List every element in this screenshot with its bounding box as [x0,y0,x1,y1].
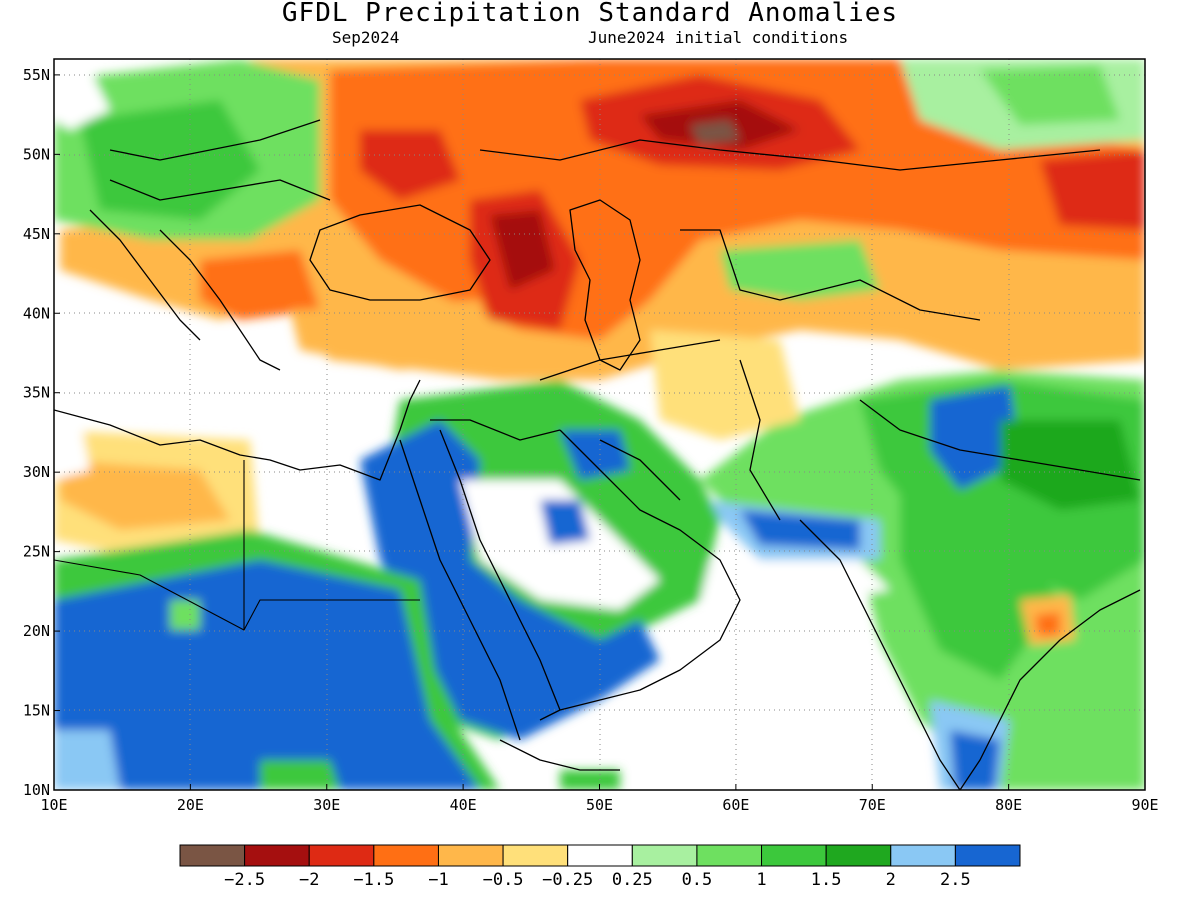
lon-tick-label: 60E [722,796,749,814]
colorbar-swatch [890,844,956,867]
lat-tick-label: 45N [23,225,50,243]
initial-conditions: June2024 initial conditions [588,28,849,47]
lat-tick-label: 10N [23,781,50,799]
colorbar-label: 2 [886,870,896,890]
colorbar-label: −0.5 [483,870,524,890]
forecast-month: Sep2024 [332,28,400,47]
colorbar-swatch [567,844,633,867]
colorbar-label: 0.25 [612,870,653,890]
colorbar-label: 0.5 [682,870,713,890]
lon-tick-label: 20E [177,796,204,814]
colorbar-label: −2.5 [224,870,265,890]
colorbar-swatch [761,844,827,867]
colorbar-labels: −2.5 −2 −1.5 −1 −0.5 −0.25 0.25 0.5 1 1.5 2 2.5 [224,870,971,890]
lat-tick-label: 40N [23,304,50,322]
colorbar-label: −0.25 [542,870,593,890]
colorbar-swatch [502,844,569,867]
colorbar-swatch [437,844,504,867]
colorbar-label: −1.5 [353,870,394,890]
colorbar-label: 1.5 [811,870,842,890]
lat-tick-label: 35N [23,384,50,402]
colorbar-swatch [308,844,375,867]
colorbar-swatch [825,844,892,867]
colorbar [179,844,1021,867]
lat-tick-label: 55N [23,66,50,84]
lon-tick-label: 10E [40,796,67,814]
lon-tick-label: 80E [995,796,1022,814]
anomaly-field [54,59,1145,790]
lat-tick-label: 15N [23,702,50,720]
colorbar-swatch [631,844,698,867]
lon-tick-label: 30E [313,796,340,814]
colorbar-swatch [373,844,439,867]
lon-tick-label: 50E [586,796,613,814]
lon-tick-label: 70E [859,796,886,814]
lat-tick-label: 25N [23,543,50,561]
lat-tick-label: 20N [23,622,50,640]
coastlines [54,119,1141,790]
colorbar-swatch [954,844,1021,867]
colorbar-swatch [244,844,310,867]
lon-tick-label: 40E [450,796,477,814]
lat-tick-label: 30N [23,463,50,481]
colorbar-swatch [179,844,246,867]
colorbar-label: −2 [299,870,319,890]
lon-tick-label: 90E [1131,796,1158,814]
graticule [54,59,1145,790]
colorbar-label: 1 [756,870,766,890]
colorbar-label: 2.5 [940,870,971,890]
map-title: GFDL Precipitation Standard Anomalies [281,0,899,28]
lat-tick-label: 50N [23,145,50,163]
colorbar-swatch [696,844,763,867]
colorbar-label: −1 [428,870,448,890]
